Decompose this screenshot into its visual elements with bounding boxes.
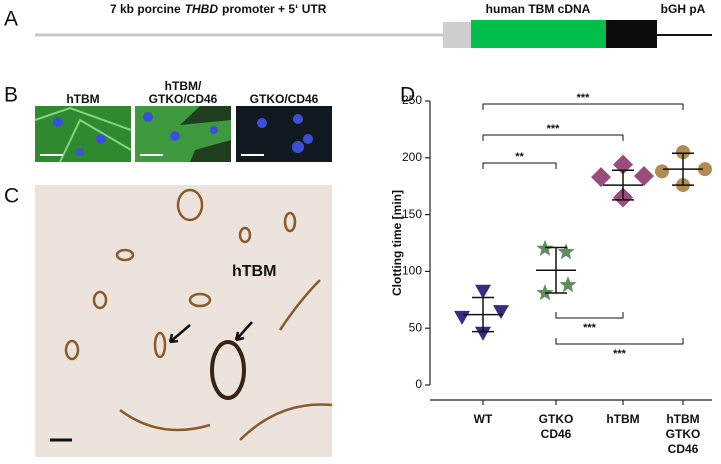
image-label: GTKO/CD46 <box>250 92 319 106</box>
nucleus <box>96 134 106 144</box>
label-part: promoter + 5‘ UTR <box>222 2 327 16</box>
significance-label: *** <box>547 123 561 135</box>
label-part: 7 kb porcine <box>110 2 181 16</box>
panel-letter: A <box>4 8 18 31</box>
image-label: hTBM <box>232 263 276 280</box>
arrow <box>168 324 191 344</box>
y-axis-label: Clotting time [min] <box>390 190 404 296</box>
significance-label: *** <box>583 322 597 334</box>
data-point <box>676 145 691 160</box>
panel-letter: D <box>400 84 415 107</box>
data-point <box>557 243 575 260</box>
nucleus <box>293 114 303 124</box>
pa-box <box>606 20 657 48</box>
data-point <box>559 276 577 293</box>
nucleus <box>170 131 180 141</box>
y-tick-label: 200 <box>402 150 422 164</box>
image-label: hTBM <box>66 92 99 106</box>
y-tick-label: 150 <box>402 207 422 221</box>
panel-letter: C <box>4 185 19 208</box>
image-labels: hTBM hTBM/GTKO/CD46 GTKO/CD46 <box>66 79 318 106</box>
nucleus <box>303 134 313 144</box>
x-tick-label: GTKO <box>539 412 574 426</box>
nucleus <box>257 118 267 128</box>
nucleus <box>53 117 63 127</box>
significance-label: *** <box>577 92 591 104</box>
image-label: GTKO/CD46 <box>149 92 218 106</box>
vessels <box>64 188 333 441</box>
nucleus <box>143 112 153 122</box>
cdna-label: human TBM cDNA <box>486 2 591 16</box>
nucleus <box>76 148 84 156</box>
promoter-label: 7 kb porcine THBD promoter + 5‘ UTR <box>110 2 327 16</box>
data-point <box>698 162 712 177</box>
data-point <box>655 164 670 179</box>
y-tick-label: 0 <box>415 377 422 391</box>
significance-bracket <box>482 103 684 110</box>
image-c: hTBM <box>35 185 333 457</box>
x-tick-label: GTKO <box>666 427 701 441</box>
cell-border <box>34 106 132 163</box>
x-tick-label: hTBM <box>606 412 639 426</box>
panel-letter: B <box>4 84 18 107</box>
x-tick-label: WT <box>474 412 493 426</box>
plot: 0 50 100 150 200 250 Clotting time [min] WT GTKO… <box>390 92 712 456</box>
images-b <box>34 106 332 163</box>
data-point <box>475 284 491 299</box>
x-tick-label: CD46 <box>541 427 572 441</box>
cdna-box <box>471 20 607 48</box>
y-tick-label: 50 <box>409 320 423 334</box>
data-point <box>591 167 611 188</box>
significance-bracket <box>555 312 624 319</box>
nucleus <box>210 126 218 134</box>
significance-bracket <box>482 134 624 141</box>
image-label: hTBM/ <box>165 79 202 93</box>
significance-bracket <box>555 338 684 345</box>
data-point <box>634 165 654 186</box>
data-point <box>536 284 554 301</box>
construct: 7 kb porcine THBD promoter + 5‘ UTR human … <box>35 2 712 48</box>
y-tick-label: 100 <box>402 264 422 278</box>
data-point <box>493 305 509 320</box>
x-tick-label: CD46 <box>668 442 699 456</box>
utr-box <box>443 22 471 48</box>
label-part: THBD <box>185 2 219 16</box>
y-tick-label: 250 <box>402 93 422 107</box>
micrograph <box>236 106 332 162</box>
cell-region <box>135 106 231 162</box>
nucleus <box>292 141 304 153</box>
x-tick-label: hTBM <box>666 412 699 426</box>
significance-bracket <box>482 162 557 169</box>
pa-label: bGH pA <box>661 2 706 16</box>
data-point <box>475 326 491 341</box>
significance-label: ** <box>515 151 524 163</box>
data-point <box>454 310 470 325</box>
arrow <box>234 321 253 342</box>
significance-label: *** <box>613 348 627 360</box>
